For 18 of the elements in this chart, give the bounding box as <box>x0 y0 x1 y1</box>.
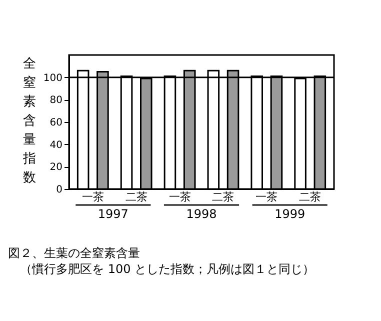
y-axis-title: 全窒素含量指数 <box>22 56 36 186</box>
text: （慣行多肥区を 100 とした指数；凡例は図１と同じ） <box>19 261 316 277</box>
x-tick-label: 一茶 <box>82 190 104 204</box>
x-tick-label: 二茶 <box>125 190 148 204</box>
text: 1998 <box>186 207 217 221</box>
y-tick-label: 60 <box>50 118 62 128</box>
text: 1999 <box>274 207 306 221</box>
y-tick-label: 20 <box>50 162 62 174</box>
x-tick-label: 一茶 <box>168 190 191 204</box>
x-tick-label: 一茶 <box>256 190 278 204</box>
text: 1997 <box>98 207 128 221</box>
y-tick-label: 40 <box>50 140 62 151</box>
y-tick-label: 100 <box>43 72 62 84</box>
x-tick-label: 二茶 <box>212 190 234 204</box>
text: 図２、生葉の全窒素含量 <box>8 245 141 261</box>
y-tick-label: 80 <box>50 95 62 106</box>
x-tick-label: 二茶 <box>299 190 322 204</box>
y-tick-label: 0 <box>56 184 62 196</box>
